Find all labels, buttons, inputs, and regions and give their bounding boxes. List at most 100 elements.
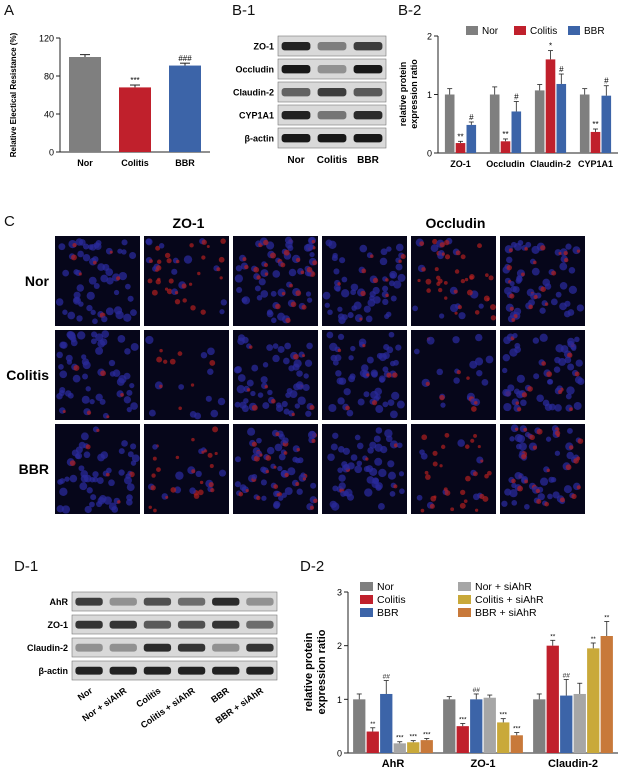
micro-c-stain-signal [210,488,215,493]
micro-c-nucleus [118,271,128,281]
micro-c-stain-signal [444,254,451,260]
micro-c-nucleus [518,473,524,479]
micro-c-nucleus [504,488,512,496]
micro-c-group-label: BBR [19,461,49,477]
micro-c-nucleus [340,491,346,497]
blot-d1-band [109,597,137,606]
blot-d1-row-label: β-actin [39,666,69,676]
micro-c-nucleus [256,437,262,444]
chart-a-x-tick-label: Nor [77,158,93,168]
micro-c-nucleus [55,298,64,306]
micro-c-stain-signal [456,370,461,375]
micro-c-nucleus [341,289,350,298]
micro-c-stain-signal [159,348,163,353]
micro-c-stain-signal [273,465,277,469]
micro-c-nucleus [364,488,373,497]
micro-c-nucleus [127,451,134,458]
micro-c-stain-signal [521,453,527,460]
chart-d2-sig-label: *** [423,732,431,739]
micro-c-nucleus [387,399,395,407]
micro-c-nucleus [385,435,393,443]
blot-d1-band [177,666,206,675]
micro-c-nucleus [106,467,112,474]
micro-c-stain-signal [190,305,196,311]
micro-c-nucleus [129,382,135,389]
micro-c-nucleus [396,442,403,449]
micro-c-nucleus [127,295,134,302]
chart-b2-y-tick-label: 1 [427,90,432,100]
micro-c-stain-signal [487,470,492,476]
blot-b1-lane-label: BBR [357,155,379,166]
micro-c-stain-signal [290,301,297,308]
micro-c-nucleus [130,343,139,351]
chart-b2-sig-label: # [514,93,519,102]
micro-c-nucleus [60,341,68,349]
micro-c-stain-signal [283,451,288,455]
micro-c-nucleus [389,410,398,419]
micro-c-stain-signal [515,401,520,405]
blot-d1-row-frame [71,660,278,681]
micro-c-nucleus [62,309,68,315]
blot-d1-band [177,643,206,652]
micro-c-stain-signal [541,361,547,366]
micro-c-stain-signal [385,293,389,298]
blot-d1-band [75,643,103,652]
micro-c-nucleus [56,351,63,359]
micro-c-nucleus [413,348,420,355]
micro-c-nucleus [450,304,459,313]
micro-c-stain-signal [533,294,538,300]
micro-c-stain-signal [508,248,513,253]
blot-b1-band [317,65,347,74]
micro-c-stain-signal [193,493,200,499]
micro-c-nucleus [524,503,530,510]
micro-c-stain-signal [455,250,461,256]
micro-c-stain-signal [365,457,369,461]
chart-a-sig-label: *** [130,76,139,85]
micro-c-nucleus [189,411,197,418]
blot-d1-band [143,666,172,675]
blot-b1-lane-label: Nor [287,155,304,166]
micro-c-nucleus [239,401,247,409]
micro-c-nucleus [353,301,362,310]
micro-c-stain-signal [421,434,428,441]
blot-b1-row-claudin-2 [277,81,387,103]
micro-c-stain-signal [559,497,565,503]
micro-c-stain-signal [524,479,529,484]
micro-c-stain-signal [533,260,537,265]
micro-c-nucleus [559,302,567,311]
micro-c-stain-signal [426,288,431,293]
blot-b1-row-label: CYP1A1 [239,111,274,121]
micro-c-stain-signal [554,430,561,436]
micro-c-nucleus [388,331,395,338]
chart-b2-sig-label: ** [592,120,598,129]
micro-c-stain-signal [109,250,113,254]
chart-d2-bar [456,726,469,753]
micro-c-image [500,236,585,326]
micro-c-nucleus [99,398,106,405]
micro-c-stain-signal [362,344,366,348]
micro-c-stain-signal [385,278,389,282]
micro-c-nucleus [343,463,350,471]
micro-c-stain-signal [302,477,306,481]
micro-c-nucleus [272,343,279,349]
micro-c-stain-signal [392,372,398,378]
panel-label-b2: B-2 [398,2,422,19]
micro-c-stain-signal [73,364,80,371]
micro-c-nucleus [525,241,532,248]
micro-c-nucleus [234,481,241,488]
micro-c-nucleus [396,400,405,409]
chart-d2-legend-swatch [360,608,373,617]
micro-c-nucleus [87,244,94,250]
micro-c-nucleus [511,499,518,506]
micro-c-nucleus [366,356,374,364]
micro-c-nucleus [297,457,304,464]
micro-c-nucleus [183,255,193,264]
micro-c-nucleus [79,482,88,491]
micro-c-stain-signal [182,298,187,303]
micro-c-nucleus [513,388,520,395]
micro-c-stain-signal [425,474,431,480]
micro-c-image [322,424,407,514]
micro-c-nucleus [564,356,572,364]
chart-d2-bar [483,697,496,753]
micro-c-nucleus [64,390,72,397]
